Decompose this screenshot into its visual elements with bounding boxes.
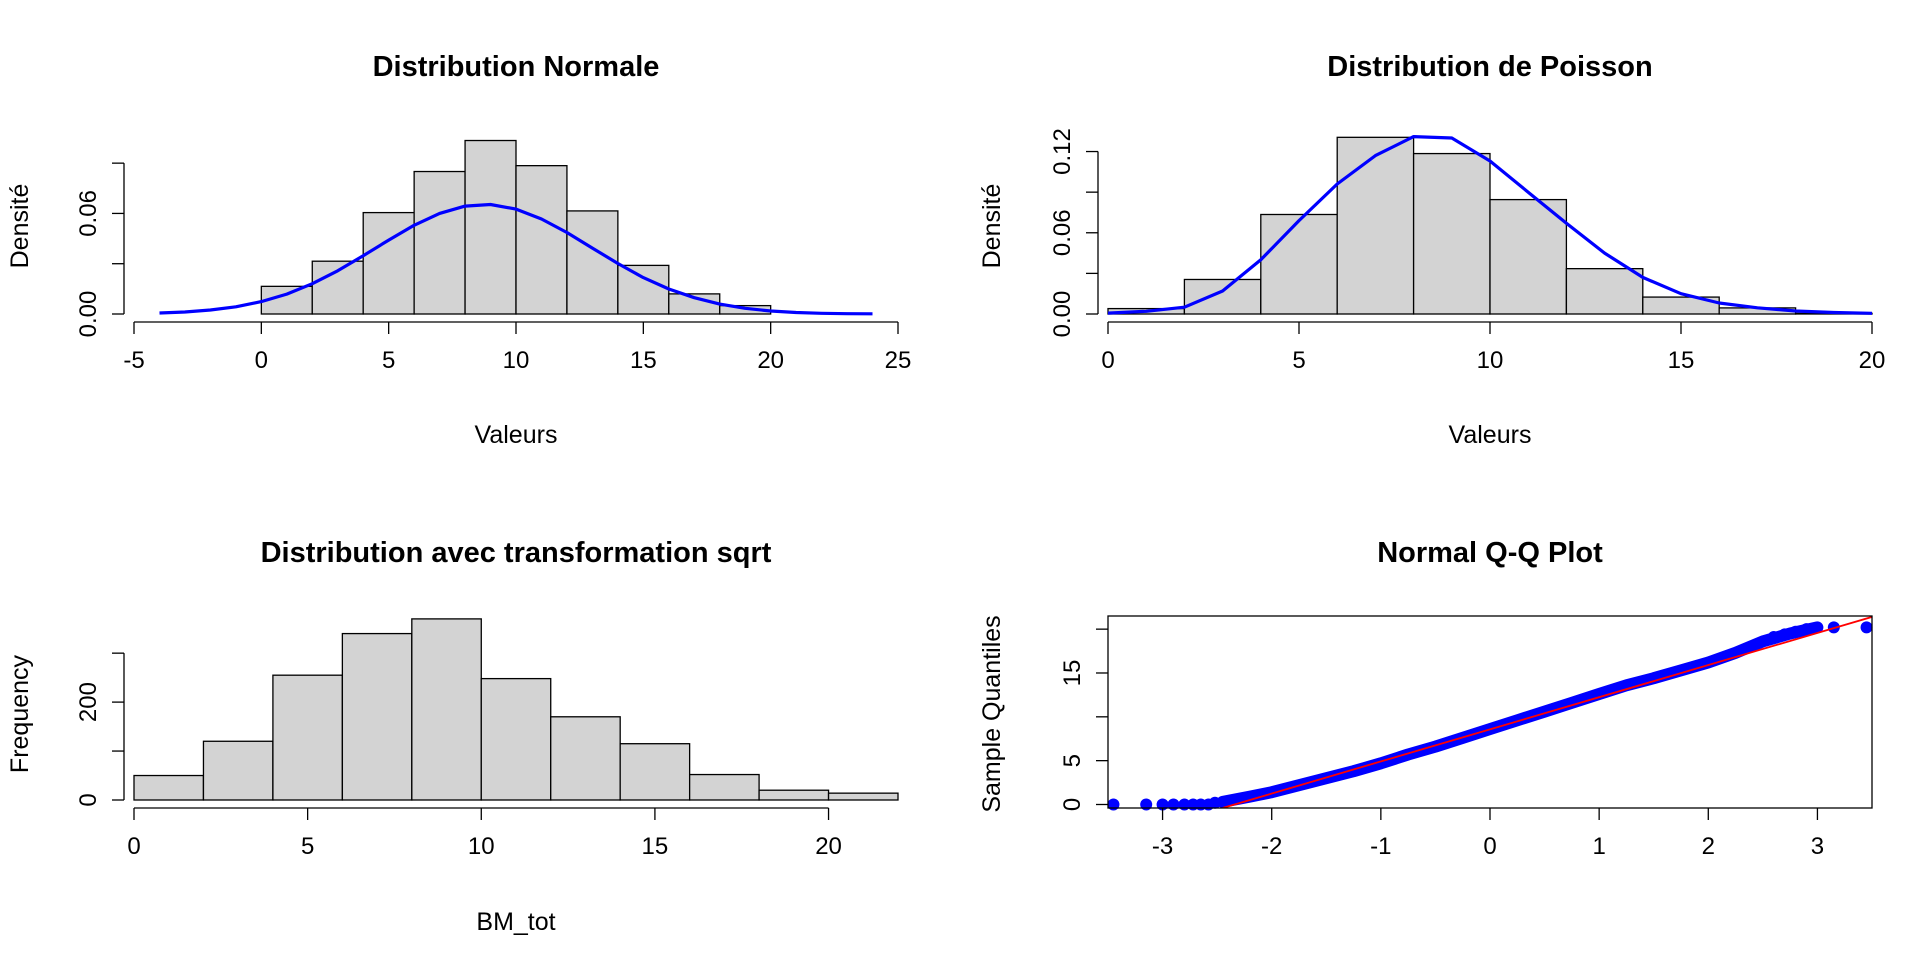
sqrt-bar [480,677,552,801]
qq-x-tick-label: -3 [1152,833,1173,860]
normal-x-tick-label: -5 [123,347,144,374]
normal-x-tick-label: 25 [885,347,912,374]
normal-x-tick-label: 5 [382,347,395,374]
qq-point [1800,623,1813,636]
qq-point [1107,798,1120,811]
sqrt-chart-title: Distribution avec transformation sqrt [261,537,772,569]
poisson-x-axis-label: Valeurs [1449,421,1532,449]
normal-bar [362,211,415,315]
poisson-x-tick-label: 10 [1477,347,1504,374]
normal-x-tick-label: 10 [503,347,530,374]
poisson-bar [1336,136,1415,315]
normal-bar [617,264,670,315]
poisson-y-tick-label: 0.06 [1049,209,1076,256]
sqrt-bar [411,618,482,801]
normal-x-tick-label: 20 [757,347,784,374]
sqrt-bar [619,743,691,801]
sqrt-bar [341,632,413,801]
normal-x-tick-label: 0 [255,347,268,374]
sqrt-bar [688,773,760,801]
sqrt-bar [550,716,621,801]
qq-point [1789,625,1802,638]
poisson-y-tick-label: 0.12 [1049,128,1076,175]
poisson-x-tick-label: 15 [1668,347,1695,374]
normal-x-axis-label: Valeurs [475,421,558,449]
sqrt-y-tick-label: 200 [75,682,102,722]
qq-x-tick-label: 3 [1811,833,1824,860]
sqrt-bar [827,792,899,801]
qq-point [1767,631,1780,644]
sqrt-y-tick-label: 0 [75,793,102,806]
poisson-bar [1565,267,1644,315]
sqrt-x-tick-label: 10 [468,833,495,860]
poisson-density-curve [1107,135,1873,315]
sqrt-histogram-panel: Distribution avec transformation sqrt BM… [6,537,899,936]
normal-density-curve [159,202,873,316]
poisson-y-tick-label: 0.00 [1049,291,1076,338]
qq-x-tick-label: -2 [1261,833,1282,860]
poisson-bar [1260,213,1338,315]
normal-chart-title: Distribution Normale [373,51,660,83]
qq-chart-title: Normal Q-Q Plot [1377,537,1603,569]
sqrt-bar [133,774,205,801]
qq-reference-line [1222,616,1872,808]
normal-histogram-panel: Distribution Normale Valeurs Densité -5 0… [6,51,911,449]
sqrt-bar [272,674,344,801]
poisson-bar [1489,198,1568,315]
qq-y-tick-label: 5 [1059,754,1086,767]
poisson-bar [1412,152,1491,315]
qq-y-axis-label: Sample Quantiles [978,615,1006,812]
sqrt-bar [758,789,830,801]
qq-x-tick-label: 2 [1702,833,1715,860]
poisson-histogram-panel: Distribution de Poisson Valeurs Densité … [978,51,1885,449]
sqrt-x-tick-label: 15 [642,833,669,860]
normal-bar [464,139,517,315]
poisson-x-tick-label: 0 [1101,347,1114,374]
normal-bar [515,165,568,315]
poisson-y-axis-label: Densité [978,184,1006,269]
qq-point [1778,628,1791,641]
normal-y-axis-label: Densité [6,184,34,269]
sqrt-x-axis-label: BM_tot [476,908,555,936]
sqrt-x-tick-label: 20 [815,833,842,860]
qq-point [1167,798,1180,811]
poisson-bar [1183,278,1262,315]
qq-point [1140,798,1153,811]
normal-y-tick-label: 0.06 [75,190,102,237]
qq-plot-panel: Normal Q-Q Plot Sample Quantiles -3 -2 -1 0… [978,537,1873,860]
normal-bar [566,210,619,315]
poisson-x-tick-label: 20 [1859,347,1886,374]
normal-y-tick-label: 0.00 [75,291,102,338]
poisson-chart-title: Distribution de Poisson [1327,51,1652,83]
qq-x-tick-label: 1 [1592,833,1605,860]
qq-point [1860,621,1873,634]
poisson-x-tick-label: 5 [1292,347,1305,374]
qq-point [1208,796,1221,809]
qq-y-tick-label: 15 [1059,660,1086,687]
normal-x-tick-label: 15 [630,347,657,374]
normal-bar [413,170,466,315]
sqrt-y-axis-label: Frequency [6,654,34,773]
qq-x-tick-label: -1 [1370,833,1391,860]
sqrt-bar [202,740,274,801]
qq-x-tick-label: 0 [1483,833,1496,860]
poisson-bar [1642,296,1720,315]
sqrt-x-tick-label: 0 [127,833,140,860]
qq-y-tick-label: 0 [1059,798,1086,811]
sqrt-x-tick-label: 5 [301,833,314,860]
